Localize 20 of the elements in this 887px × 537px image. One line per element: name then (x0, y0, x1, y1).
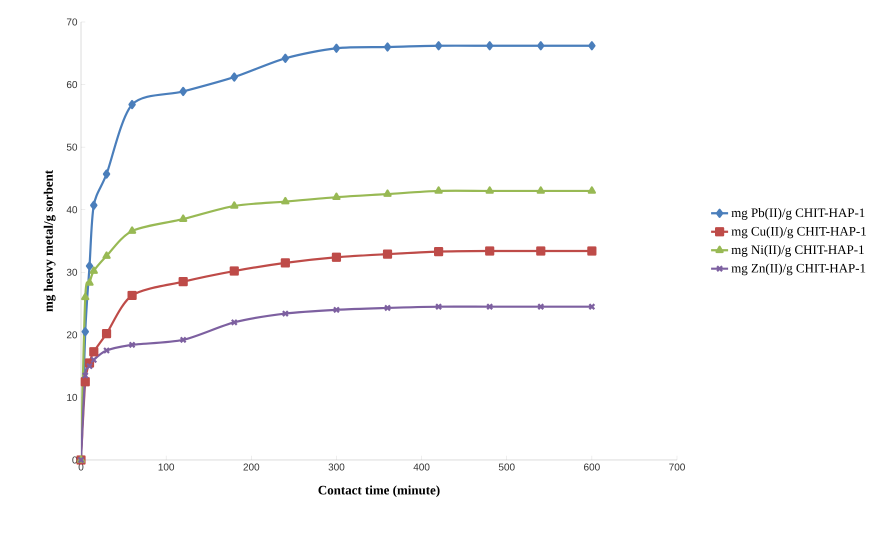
x-tick-label: 200 (243, 464, 260, 471)
legend-label: mg Ni(II)/g CHIT-HAP-1 (731, 244, 864, 257)
x-tick-label: 700 (669, 464, 685, 471)
x-tick-label: 100 (158, 464, 174, 471)
x-tick-label: 600 (584, 464, 600, 471)
y-tick-label: 70 (66, 18, 78, 26)
y-tick-label: 50 (66, 144, 78, 151)
legend-label: mg Zn(II)/g CHIT-HAP-1 (731, 263, 866, 276)
y-tick-label: 30 (66, 268, 78, 276)
y-axis-title: mg heavy metal/g sorbent (44, 170, 56, 312)
x-axis-title: Contact time (minute) (318, 485, 440, 498)
x-tick-label: 500 (498, 464, 515, 471)
y-tick-label: 60 (66, 81, 78, 88)
y-tick-label: 40 (66, 206, 78, 214)
legend-label: mg Cu(II)/g CHIT-HAP-1 (731, 226, 866, 238)
y-tick-label: 10 (67, 394, 78, 401)
x-tick-label: 300 (328, 464, 344, 471)
y-tick-label: 20 (66, 331, 78, 338)
x-tick-label: 400 (414, 464, 430, 471)
legend-label: mg Pb(II)/g CHIT-HAP-1 (731, 208, 864, 220)
